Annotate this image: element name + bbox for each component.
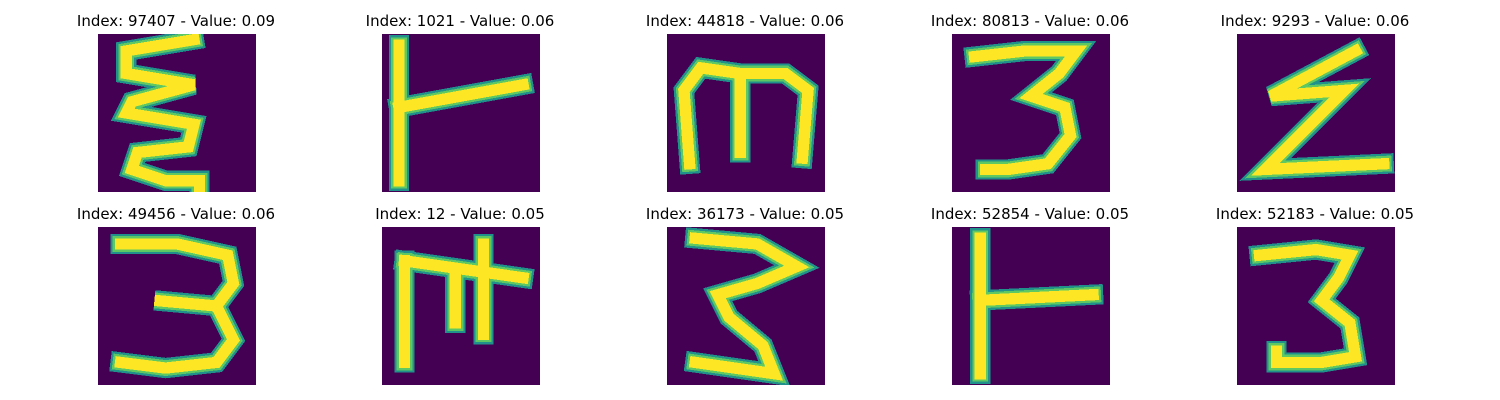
panel-title: Index: 52183 - Value: 0.05 (1215, 205, 1415, 223)
digit-image (382, 34, 540, 192)
digit-image (1237, 227, 1395, 385)
digit-image-svg (952, 34, 1110, 192)
stroke-core (117, 34, 206, 192)
panel-title: Index: 12 - Value: 0.05 (375, 205, 545, 223)
digit-image (667, 227, 825, 385)
stroke-core (968, 45, 1088, 176)
digit-image-svg (1237, 227, 1395, 385)
panel-title: Index: 44818 - Value: 0.06 (645, 12, 845, 30)
digit-image (667, 34, 825, 192)
image-panel: Index: 52183 - Value: 0.05 (1190, 205, 1440, 385)
digit-image-svg (1237, 34, 1395, 192)
digit-image (382, 227, 540, 385)
image-panel: Index: 9293 - Value: 0.06 (1190, 12, 1440, 192)
digit-image-svg (667, 227, 825, 385)
digit-image-svg (98, 34, 256, 192)
panel-title: Index: 9293 - Value: 0.06 (1220, 12, 1410, 30)
stroke-core (974, 288, 1099, 307)
stroke-core (398, 254, 530, 285)
stroke-core (688, 232, 810, 381)
image-panel: Index: 44818 - Value: 0.06 (620, 12, 870, 192)
stroke-core (114, 238, 241, 374)
panel-title: Index: 80813 - Value: 0.06 (930, 12, 1130, 30)
panel-title: Index: 36173 - Value: 0.05 (645, 205, 845, 223)
digit-image (98, 227, 256, 385)
digit-image (952, 34, 1110, 192)
digit-image-svg (667, 34, 825, 192)
image-panel: Index: 1021 - Value: 0.06 (335, 12, 585, 192)
digit-image-svg (382, 34, 540, 192)
digit-image-svg (382, 227, 540, 385)
digit-image-svg (98, 227, 256, 385)
panel-title: Index: 1021 - Value: 0.06 (365, 12, 555, 30)
digit-image (952, 227, 1110, 385)
panel-title: Index: 52854 - Value: 0.05 (930, 205, 1130, 223)
digit-image-svg (952, 227, 1110, 385)
panel-title: Index: 49456 - Value: 0.06 (76, 205, 276, 223)
stroke-core (392, 78, 530, 114)
image-panel: Index: 97407 - Value: 0.09 (51, 12, 301, 192)
panel-title: Index: 97407 - Value: 0.09 (76, 12, 276, 30)
image-panel: Index: 12 - Value: 0.05 (335, 205, 585, 385)
stroke-core (1253, 243, 1362, 369)
image-panel: Index: 80813 - Value: 0.06 (905, 12, 1155, 192)
image-panel: Index: 49456 - Value: 0.06 (51, 205, 301, 385)
image-panel: Index: 52854 - Value: 0.05 (905, 205, 1155, 385)
digit-image (1237, 34, 1395, 192)
image-panel: Index: 36173 - Value: 0.05 (620, 205, 870, 385)
digit-image (98, 34, 256, 192)
stroke-core (1250, 43, 1390, 176)
